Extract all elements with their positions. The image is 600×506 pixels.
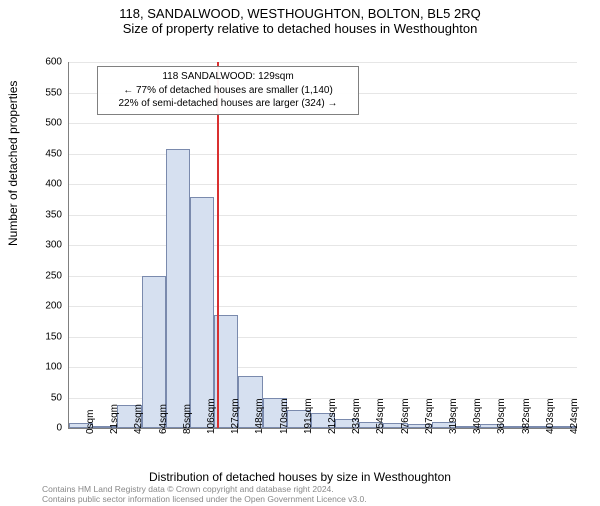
footer: Contains HM Land Registry data © Crown c… xyxy=(0,485,600,504)
xtick-label: 170sqm xyxy=(279,398,290,434)
gridline xyxy=(69,184,577,185)
xtick-label: 340sqm xyxy=(472,398,483,434)
ytick-label: 150 xyxy=(22,331,62,342)
anno-line2: ← 77% of detached houses are smaller (1,… xyxy=(102,84,354,98)
plot-area: 0501001502002503003504004505005506000sqm… xyxy=(68,62,577,429)
ytick-label: 550 xyxy=(22,87,62,98)
ytick-label: 300 xyxy=(22,240,62,251)
chart: 0501001502002503003504004505005506000sqm… xyxy=(68,62,576,428)
gridline xyxy=(69,215,577,216)
xtick-label: 424sqm xyxy=(569,398,580,434)
ytick-label: 50 xyxy=(22,392,62,403)
ytick-label: 600 xyxy=(22,57,62,68)
ytick-label: 350 xyxy=(22,209,62,220)
gridline xyxy=(69,154,577,155)
anno-line3: 22% of semi-detached houses are larger (… xyxy=(102,97,354,111)
xtick-label: 42sqm xyxy=(133,404,144,434)
annotation-box: 118 SANDALWOOD: 129sqm← 77% of detached … xyxy=(97,66,359,115)
footer-line2: Contains public sector information licen… xyxy=(42,494,367,504)
xtick-label: 233sqm xyxy=(351,398,362,434)
ytick-label: 250 xyxy=(22,270,62,281)
xtick-label: 382sqm xyxy=(521,398,532,434)
xtick-label: 297sqm xyxy=(424,398,435,434)
xtick-label: 403sqm xyxy=(545,398,556,434)
gridline xyxy=(69,62,577,63)
xtick-label: 85sqm xyxy=(182,404,193,434)
y-axis-label: Number of detached properties xyxy=(6,81,20,246)
ytick-label: 500 xyxy=(22,118,62,129)
reference-line xyxy=(217,62,219,428)
xtick-label: 319sqm xyxy=(448,398,459,434)
xtick-label: 0sqm xyxy=(85,410,96,434)
ytick-label: 400 xyxy=(22,179,62,190)
ytick-label: 0 xyxy=(22,423,62,434)
bar xyxy=(166,149,190,428)
ytick-label: 450 xyxy=(22,148,62,159)
xtick-label: 21sqm xyxy=(109,404,120,434)
anno-line1: 118 SANDALWOOD: 129sqm xyxy=(102,70,354,84)
xtick-label: 276sqm xyxy=(400,398,411,434)
xtick-label: 127sqm xyxy=(230,398,241,434)
title-main: 118, SANDALWOOD, WESTHOUGHTON, BOLTON, B… xyxy=(0,6,600,21)
ytick-label: 200 xyxy=(22,301,62,312)
gridline xyxy=(69,245,577,246)
xtick-label: 360sqm xyxy=(496,398,507,434)
xtick-label: 148sqm xyxy=(254,398,265,434)
x-axis-label: Distribution of detached houses by size … xyxy=(0,470,600,484)
bar xyxy=(190,197,214,428)
xtick-label: 191sqm xyxy=(303,398,314,434)
xtick-label: 212sqm xyxy=(327,398,338,434)
xtick-label: 254sqm xyxy=(375,398,386,434)
xtick-label: 64sqm xyxy=(158,404,169,434)
xtick-label: 106sqm xyxy=(206,398,217,434)
gridline xyxy=(69,123,577,124)
title-sub: Size of property relative to detached ho… xyxy=(0,21,600,36)
ytick-label: 100 xyxy=(22,362,62,373)
